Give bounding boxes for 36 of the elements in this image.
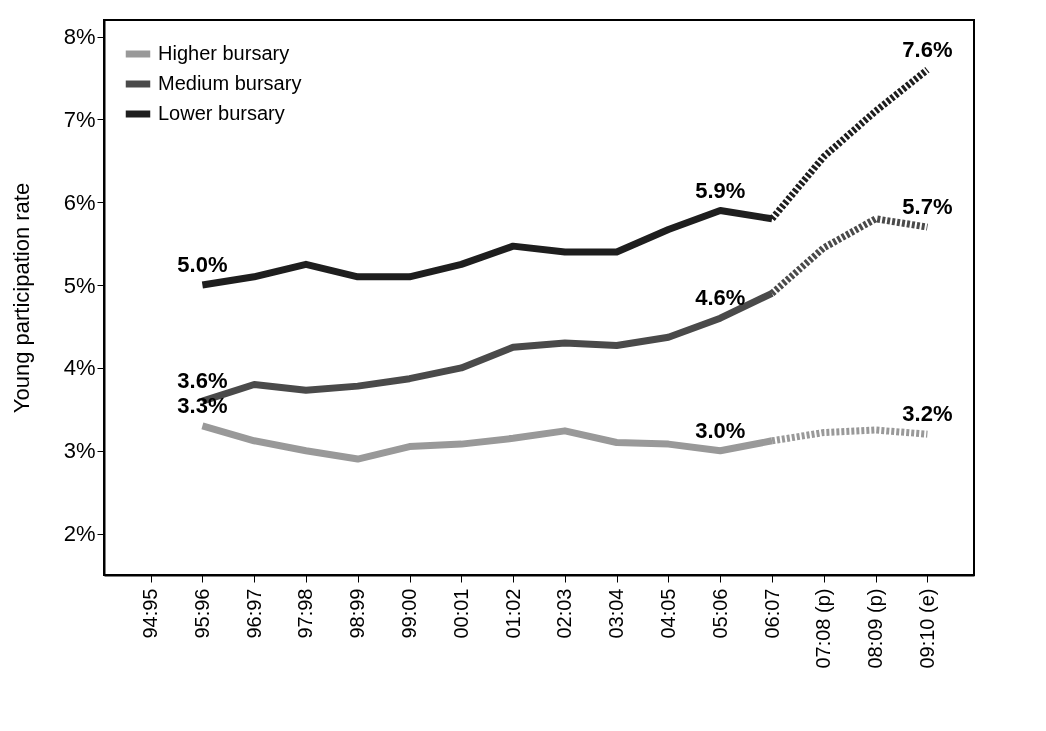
annotation: 3.6% (177, 368, 228, 394)
legend-label: Lower bursary (158, 102, 285, 124)
x-tick-label: 06:07 (760, 588, 783, 639)
x-tick-label: 98:99 (346, 588, 369, 639)
annotation: 4.6% (695, 285, 746, 311)
x-tick-label: 09:10 (e) (915, 588, 938, 669)
x-tick-label: 99:00 (398, 588, 421, 639)
x-tick-label: 07:08 (p) (812, 588, 835, 669)
x-tick-label: 94:95 (139, 588, 162, 639)
x-tick-label: 08:09 (p) (864, 588, 887, 669)
y-tick-label: 3% (63, 438, 96, 464)
y-tick-label: 6% (63, 189, 96, 215)
x-tick-label: 04:05 (656, 588, 679, 639)
y-tick-label: 4% (63, 355, 96, 381)
x-tick-label: 01:02 (501, 588, 524, 639)
y-tick-label: 2% (63, 521, 96, 547)
annotation: 3.0% (695, 417, 746, 443)
y-axis-title: Young participation rate (8, 182, 34, 414)
annotation: 5.7% (902, 194, 953, 220)
annotation: 3.3% (177, 392, 228, 418)
annotation: 3.2% (902, 401, 953, 427)
legend-label: Higher bursary (158, 42, 290, 64)
x-tick-label: 00:01 (449, 588, 472, 639)
y-tick-label: 8% (63, 24, 96, 50)
x-tick-label: 97:98 (294, 588, 317, 639)
x-tick-label: 96:97 (242, 588, 265, 639)
x-tick-label: 05:06 (708, 588, 731, 639)
annotation: 5.9% (695, 177, 746, 203)
y-tick-label: 7% (63, 106, 96, 132)
annotation: 5.0% (177, 252, 228, 278)
x-tick-label: 02:03 (553, 588, 576, 639)
x-tick-label: 95:96 (190, 588, 213, 639)
legend-label: Medium bursary (158, 72, 302, 94)
annotation: 7.6% (902, 36, 953, 62)
x-tick-label: 03:04 (605, 588, 628, 639)
y-tick-label: 5% (63, 272, 96, 298)
